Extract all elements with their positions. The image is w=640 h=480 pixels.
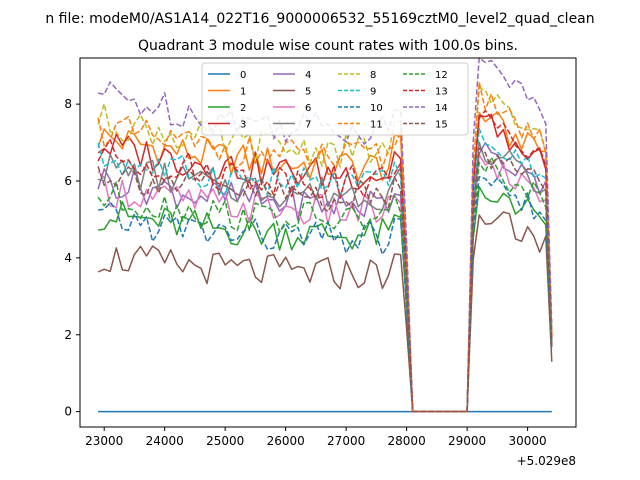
- x-tick-label: 24000: [146, 434, 184, 448]
- x-tick-label: 29000: [448, 434, 486, 448]
- plot-area: [97, 57, 553, 413]
- series-line-4: [97, 141, 553, 413]
- y-axis: 0 2 4 6 8: [64, 97, 80, 419]
- series-line-12: [97, 156, 553, 413]
- series-line-15: [97, 147, 553, 413]
- legend-label-8: 8: [370, 70, 376, 81]
- legend-label-11: 11: [370, 120, 383, 131]
- legend-label-14: 14: [435, 103, 448, 114]
- legend-label-9: 9: [370, 87, 376, 98]
- series-line-13: [97, 109, 553, 413]
- legend-label-0: 0: [240, 70, 246, 81]
- x-tick-label: 27000: [327, 434, 365, 448]
- legend-label-4: 4: [305, 70, 311, 81]
- legend-label-5: 5: [305, 87, 311, 98]
- series-line-9: [97, 127, 553, 413]
- legend-label-3: 3: [240, 120, 246, 131]
- legend-label-1: 1: [240, 87, 246, 98]
- axes-frame: [79, 57, 577, 428]
- legend-label-13: 13: [435, 87, 448, 98]
- series-line-10: [98, 175, 553, 413]
- series-line-8: [97, 87, 553, 413]
- y-tick-label: 2: [64, 328, 72, 342]
- figure-suptitle: n file: modeM0/AS1A14_022T16_9000006532_…: [45, 11, 594, 27]
- legend-label-6: 6: [305, 103, 311, 114]
- y-tick-label: 6: [64, 174, 72, 188]
- legend-box: [201, 62, 469, 136]
- series-line-5: [97, 211, 553, 413]
- y-tick-label: 4: [64, 251, 72, 265]
- legend-label-15: 15: [435, 120, 448, 131]
- x-axis: 23000 24000 25000 26000 27000 28000 29000 30000: [85, 427, 547, 448]
- x-tick-label: 25000: [206, 434, 244, 448]
- x-tick-label: 28000: [388, 434, 426, 448]
- x-tick-label: 30000: [509, 434, 547, 448]
- legend-label-2: 2: [240, 103, 246, 114]
- y-tick-label: 8: [64, 97, 72, 111]
- series-line-11: [97, 81, 553, 413]
- legend-label-7: 7: [305, 120, 311, 131]
- x-offset-label: +5.029e8: [517, 454, 576, 468]
- y-tick-label: 0: [64, 405, 72, 419]
- x-tick-label: 23000: [85, 434, 123, 448]
- series-line-3: [97, 113, 553, 413]
- series-line-14: [97, 57, 553, 413]
- chart-title: Quadrant 3 module wise count rates with …: [138, 38, 518, 54]
- legend-label-10: 10: [370, 103, 383, 114]
- legend-label-12: 12: [435, 70, 448, 81]
- x-tick-label: 26000: [267, 434, 305, 448]
